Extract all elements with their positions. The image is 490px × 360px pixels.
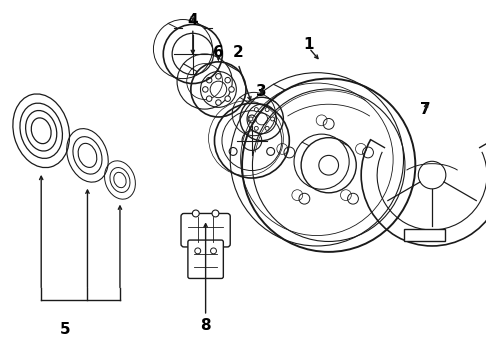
Circle shape (216, 100, 221, 105)
Circle shape (211, 248, 217, 254)
Circle shape (193, 210, 199, 217)
Circle shape (254, 126, 258, 130)
FancyBboxPatch shape (188, 240, 223, 278)
Circle shape (265, 126, 269, 130)
Circle shape (206, 96, 212, 102)
Circle shape (229, 87, 234, 92)
Circle shape (249, 117, 253, 121)
FancyBboxPatch shape (181, 213, 230, 247)
Text: 6: 6 (213, 45, 224, 59)
Text: 8: 8 (200, 318, 211, 333)
Circle shape (195, 248, 201, 254)
Text: 3: 3 (256, 84, 267, 99)
Circle shape (212, 210, 219, 217)
Circle shape (225, 96, 230, 102)
Circle shape (225, 77, 230, 83)
Circle shape (265, 108, 269, 112)
Text: 2: 2 (233, 45, 244, 59)
Text: 1: 1 (304, 37, 314, 51)
Text: 4: 4 (188, 13, 198, 28)
Text: 7: 7 (420, 102, 431, 117)
Circle shape (216, 73, 221, 79)
Text: 5: 5 (59, 322, 70, 337)
Bar (404, 229, 445, 241)
Circle shape (206, 77, 212, 83)
Circle shape (254, 108, 258, 112)
Circle shape (202, 87, 208, 92)
Circle shape (270, 117, 274, 121)
